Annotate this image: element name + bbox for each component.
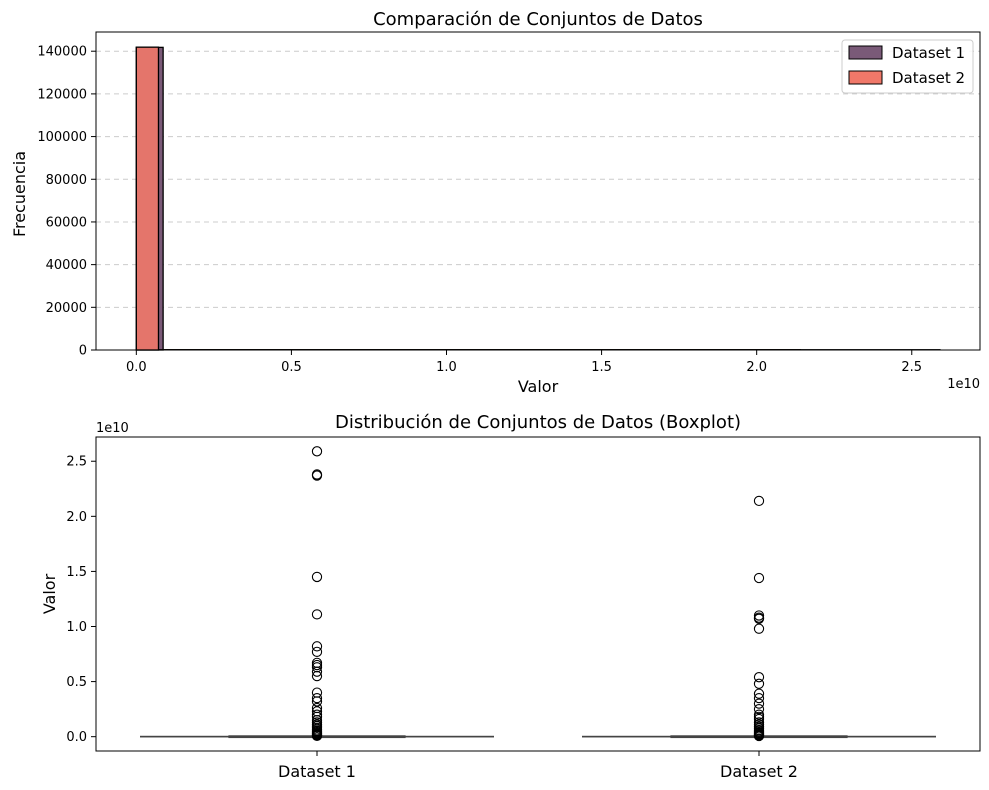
outlier-point bbox=[753, 678, 765, 689]
outlier-point bbox=[753, 613, 765, 624]
histogram-title: Comparación de Conjuntos de Datos bbox=[373, 9, 703, 30]
boxplot-y-tick-label: 1.5 bbox=[66, 565, 87, 580]
outlier-point bbox=[753, 692, 765, 704]
outlier-point bbox=[753, 572, 765, 584]
box-dataset-1 bbox=[140, 446, 494, 742]
outlier-point bbox=[311, 446, 323, 457]
boxplot-title: Distribución de Conjuntos de Datos (Boxp… bbox=[335, 412, 741, 433]
outlier-point bbox=[311, 730, 323, 742]
boxplot-y-ticks: 0.0 0.5 1.0 1.5 2.0 2.5 bbox=[66, 455, 96, 745]
histogram-x-tick-label: 1.0 bbox=[436, 360, 457, 375]
histogram-x-tick-label: 0.0 bbox=[126, 360, 147, 375]
boxplot-x-tick-label: Dataset 1 bbox=[278, 762, 356, 781]
outlier-point bbox=[311, 646, 323, 657]
histogram-x-ticks: 0.0 0.5 1.0 1.5 2.0 2.5 bbox=[126, 350, 922, 375]
outlier-point bbox=[311, 571, 323, 583]
boxplot-plot-frame bbox=[95, 436, 981, 752]
outlier-point bbox=[753, 730, 765, 742]
histogram-y-ticks: 0 20000 40000 60000 80000 100000 120000 140000 bbox=[37, 45, 96, 359]
legend-swatch-dataset-1 bbox=[848, 45, 883, 60]
boxplot-panel: Dataset 1 Dataset 2 0.0 0.5 1.0 1.5 2.0 2.5 Di… bbox=[40, 412, 981, 781]
histogram-y-tick-label: 140000 bbox=[37, 45, 87, 60]
outlier-point bbox=[753, 698, 765, 709]
boxplot-y-tick-label: 0.5 bbox=[66, 675, 87, 690]
histogram-x-tick-label: 2.5 bbox=[901, 360, 922, 375]
outlier-point bbox=[311, 666, 323, 677]
boxplot-y-tick-label: 0.0 bbox=[66, 730, 87, 745]
outlier-point bbox=[753, 495, 765, 507]
boxplot-y-tick-label: 2.0 bbox=[66, 510, 87, 525]
boxplot-x-tick-label: Dataset 2 bbox=[720, 762, 798, 781]
histogram-legend: Dataset 1 Dataset 2 bbox=[841, 39, 974, 94]
histogram-y-tick-label: 80000 bbox=[46, 173, 87, 188]
outlier-point bbox=[311, 470, 323, 481]
histogram-x-offset-text: 1e10 bbox=[947, 377, 980, 392]
histogram-x-tick-label: 2.0 bbox=[746, 360, 767, 375]
outlier-point bbox=[753, 703, 765, 715]
histogram-y-tick-label: 100000 bbox=[37, 130, 87, 145]
histogram-gridlines bbox=[96, 50, 980, 308]
histogram-y-tick-label: 60000 bbox=[46, 215, 87, 230]
outlier-point bbox=[753, 672, 765, 683]
outlier-point bbox=[311, 641, 323, 652]
boxplot-x-ticks: Dataset 1 Dataset 2 bbox=[278, 751, 798, 781]
histogram-y-axis-label: Frecuencia bbox=[10, 151, 29, 237]
outlier-point bbox=[311, 670, 323, 682]
box-dataset-2 bbox=[582, 495, 936, 742]
histogram-x-axis-label: Valor bbox=[518, 377, 559, 396]
outlier-point bbox=[753, 688, 765, 699]
histogram-x-tick-label: 0.5 bbox=[281, 360, 302, 375]
histogram-y-tick-label: 40000 bbox=[46, 258, 87, 273]
boxplot-y-tick-label: 2.5 bbox=[66, 455, 87, 470]
boxplot-y-axis-label: Valor bbox=[40, 573, 59, 614]
histogram-bar-dataset-2 bbox=[135, 46, 160, 351]
legend-label-dataset-1: Dataset 1 bbox=[892, 44, 965, 62]
histogram-plot-frame bbox=[95, 31, 981, 351]
histogram-y-tick-label: 0 bbox=[79, 344, 87, 359]
outlier-point bbox=[311, 609, 323, 620]
boxplot-elements bbox=[140, 446, 936, 742]
histogram-panel: 0.0 0.5 1.0 1.5 2.0 2.5 0 20000 40000 60000 80000… bbox=[10, 9, 981, 396]
boxplot-y-tick-label: 1.0 bbox=[66, 620, 87, 635]
outlier-point bbox=[311, 696, 323, 707]
legend-label-dataset-2: Dataset 2 bbox=[892, 69, 965, 87]
outlier-point bbox=[311, 687, 323, 698]
outlier-point bbox=[753, 623, 765, 634]
histogram-bars bbox=[135, 46, 941, 351]
histogram-y-tick-label: 120000 bbox=[37, 87, 87, 102]
boxplot-y-offset-text: 1e10 bbox=[96, 421, 129, 436]
outlier-point bbox=[311, 692, 323, 704]
histogram-x-tick-label: 1.5 bbox=[591, 360, 612, 375]
legend-swatch-dataset-2 bbox=[848, 70, 883, 85]
histogram-y-tick-label: 20000 bbox=[46, 301, 87, 316]
